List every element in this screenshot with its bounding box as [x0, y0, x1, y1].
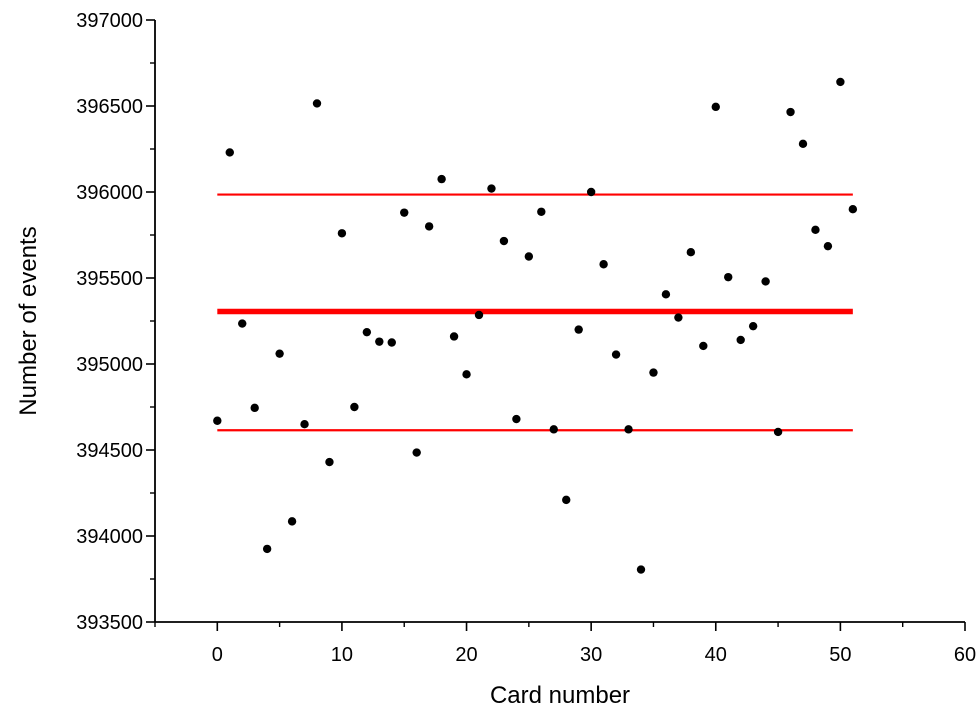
data-point — [537, 207, 546, 216]
y-tick-label: 394500 — [76, 440, 143, 462]
data-point — [773, 427, 783, 437]
data-point — [848, 205, 858, 214]
data-point — [624, 425, 633, 434]
data-point — [711, 102, 720, 112]
y-tick-label: 396500 — [76, 96, 143, 118]
data-point — [437, 174, 446, 184]
data-point — [337, 229, 347, 238]
data-point — [250, 403, 259, 413]
data-point — [499, 236, 509, 246]
y-tick-label: 393500 — [76, 612, 143, 634]
data-point — [748, 321, 758, 331]
data-point — [300, 420, 309, 429]
data-point — [562, 495, 571, 505]
data-point — [674, 313, 683, 322]
data-point — [350, 402, 359, 412]
x-tick-label: 30 — [580, 644, 602, 666]
data-point — [686, 248, 696, 257]
data-point — [699, 341, 708, 351]
x-tick-label: 20 — [455, 644, 477, 666]
data-point — [512, 414, 521, 424]
data-point — [262, 544, 272, 554]
y-tick-label: 395000 — [76, 354, 143, 376]
data-point — [213, 416, 222, 425]
data-point — [786, 107, 795, 117]
data-point — [574, 325, 583, 334]
data-point — [375, 337, 384, 346]
axes-layer — [154, 20, 965, 623]
ticks-layer: 0 10 20 30 40 50 60 393500 394000 394500 395000 395… — [76, 10, 976, 666]
data-point — [599, 260, 608, 269]
y-tick-label: 396000 — [76, 182, 143, 204]
data-point — [611, 350, 621, 359]
x-tick-label: 10 — [331, 644, 353, 666]
x-tick-label: 50 — [829, 644, 851, 666]
data-point — [275, 349, 284, 358]
data-point — [238, 319, 247, 328]
data-point — [661, 290, 671, 299]
data-point — [586, 187, 596, 197]
data-point — [225, 148, 234, 157]
data-point — [362, 327, 372, 337]
data-point — [287, 517, 297, 526]
data-point — [823, 241, 833, 251]
data-point — [798, 139, 808, 149]
y-tick-label: 395500 — [76, 268, 143, 290]
x-tick-label: 0 — [212, 644, 223, 666]
data-point — [761, 277, 770, 286]
data-point — [325, 457, 334, 467]
data-point — [811, 225, 820, 235]
data-points-layer — [213, 77, 858, 574]
data-point — [387, 338, 396, 347]
data-point — [462, 370, 471, 379]
data-point — [736, 335, 745, 345]
data-point — [474, 310, 484, 320]
data-point — [449, 332, 459, 341]
data-point — [400, 208, 409, 217]
data-point — [312, 99, 322, 108]
data-point — [836, 77, 845, 87]
data-point — [649, 368, 658, 377]
y-tick-label: 397000 — [76, 10, 143, 32]
data-point — [524, 252, 534, 261]
data-point — [636, 565, 646, 574]
x-axis-label: Card number — [490, 682, 630, 709]
y-tick-label: 394000 — [76, 526, 143, 548]
data-point — [424, 222, 434, 231]
data-point — [549, 425, 558, 434]
data-point — [412, 448, 421, 457]
data-point — [724, 272, 733, 282]
x-tick-label: 60 — [954, 644, 976, 666]
data-point — [487, 184, 496, 193]
reference-lines-layer — [217, 193, 853, 432]
y-axis-label: Number of events — [15, 226, 42, 415]
x-tick-label: 40 — [705, 644, 727, 666]
